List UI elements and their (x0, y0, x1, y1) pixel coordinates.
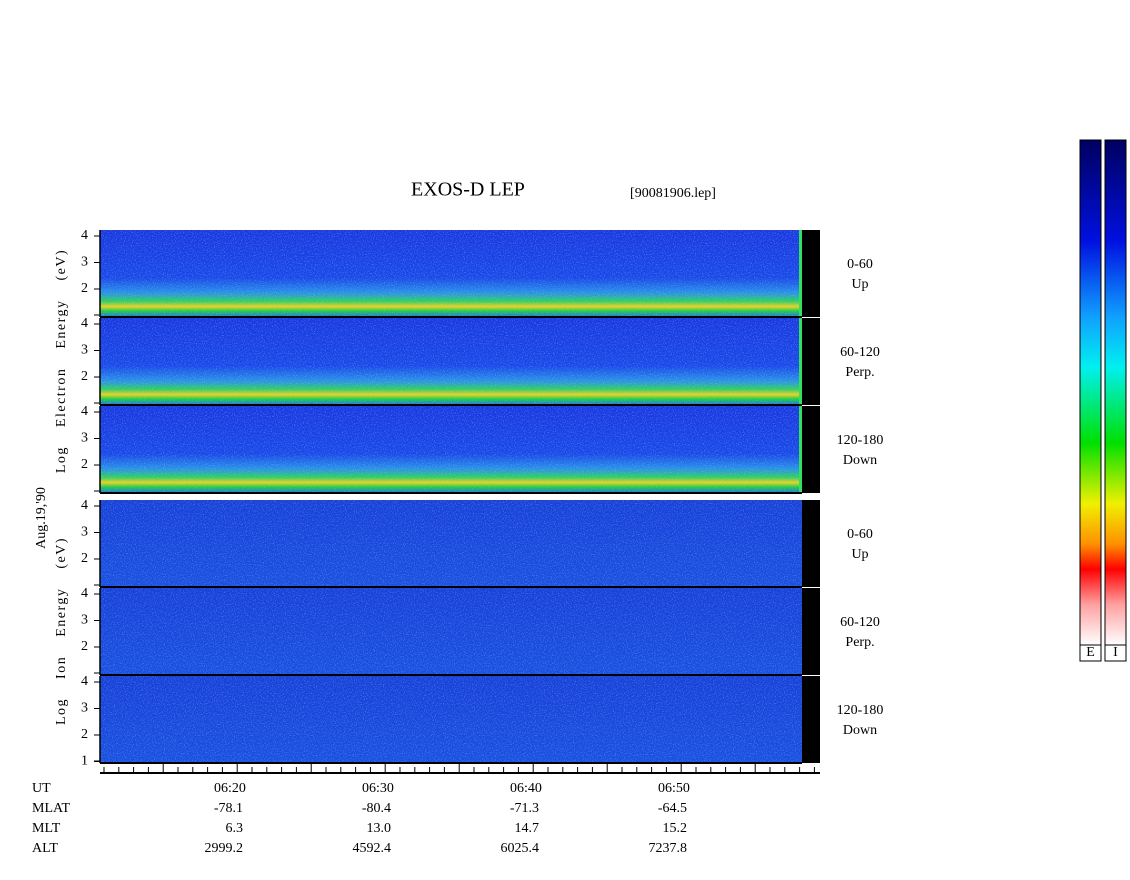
ephemeris-label: MLAT (32, 801, 71, 816)
ephemeris-value: -78.1 (214, 801, 243, 816)
data-gap (802, 318, 820, 405)
y-tick-label: 4 (81, 316, 88, 331)
edge-band (799, 230, 802, 317)
y-tick-label: 2 (81, 457, 88, 472)
channel-direction: Down (843, 723, 877, 738)
ephemeris-value: 06:30 (362, 781, 394, 796)
y-tick-label: 3 (81, 255, 88, 270)
y-tick-label: 2 (81, 727, 88, 742)
y-tick-label: 2 (81, 281, 88, 296)
channel-range: 60-120 (840, 615, 880, 630)
channel-direction: Perp. (845, 365, 874, 380)
edge-band (799, 406, 802, 493)
ephemeris-value: 06:40 (510, 781, 542, 796)
channel-direction: Perp. (845, 635, 874, 650)
ephemeris-value: 2999.2 (205, 841, 244, 856)
time-ticks (103, 764, 815, 773)
ephemeris-value: 06:20 (214, 781, 246, 796)
colorbar (1079, 139, 1102, 646)
ephemeris-value: 15.2 (663, 821, 688, 836)
ephemeris-value: -71.3 (510, 801, 539, 816)
spectrogram-noise (100, 676, 802, 763)
channel-direction: Up (851, 547, 868, 562)
y-tick-label: 4 (81, 586, 88, 601)
panels: 4 3 2 0-60 Up 4 3 2 60-120 Perp. 4 3 2 120-180 Down Log… (54, 228, 883, 769)
y-axis-label: Log Electron Energy (eV) (54, 249, 69, 473)
y-tick-label: 3 (81, 613, 88, 628)
y-tick-label: 3 (81, 701, 88, 716)
y-tick-label: 2 (81, 551, 88, 566)
ephemeris-value: 4592.4 (353, 841, 392, 856)
y-tick-label: 3 (81, 525, 88, 540)
date-label: Aug.19,'90 (34, 487, 49, 549)
y-tick-label: 1 (81, 754, 88, 769)
data-gap (802, 500, 820, 587)
channel-range: 120-180 (837, 433, 884, 448)
ephemeris-value: 06:50 (658, 781, 690, 796)
spectrogram-noise (100, 230, 802, 317)
ephemeris-value: 14.7 (515, 821, 540, 836)
ephemeris: UT MLAT MLT ALT 06:20 -78.1 6.3 2999.2 06:30 -80.… (32, 781, 690, 856)
file-name: [90081906.lep] (630, 186, 716, 201)
ephemeris-value: 6025.4 (501, 841, 540, 856)
y-tick-label: 3 (81, 343, 88, 358)
data-gap (802, 588, 820, 675)
spectrogram-noise (100, 406, 802, 493)
channel-range: 120-180 (837, 703, 884, 718)
y-axis-label: Log Ion Energy (eV) (54, 537, 69, 725)
y-tick-label: 4 (81, 674, 88, 689)
data-gap (802, 406, 820, 493)
ephemeris-label: ALT (32, 841, 58, 856)
data-gap (802, 676, 820, 763)
channel-range: 0-60 (847, 257, 873, 272)
channel-direction: Up (851, 277, 868, 292)
spectrogram-noise (100, 588, 802, 675)
channel-direction: Down (843, 453, 877, 468)
channel-range: 0-60 (847, 527, 873, 542)
title: EXOS-D LEP (411, 179, 525, 201)
y-tick-label: 4 (81, 404, 88, 419)
colorbar-label: E (1086, 645, 1095, 660)
colorbar-label: I (1113, 645, 1118, 660)
ephemeris-value: -80.4 (362, 801, 391, 816)
colorbar-label-box (1079, 644, 1102, 662)
y-tick-label: 2 (81, 639, 88, 654)
spectrogram-noise (100, 500, 802, 587)
y-tick-label: 3 (81, 431, 88, 446)
colorbars: E I (1079, 139, 1127, 662)
ephemeris-value: 6.3 (226, 821, 244, 836)
ephemeris-label: UT (32, 781, 51, 796)
data-gap (802, 230, 820, 317)
edge-band (799, 318, 802, 405)
y-tick-label: 4 (81, 498, 88, 513)
channel-range: 60-120 (840, 345, 880, 360)
colorbar-label-box (1104, 644, 1127, 662)
ephemeris-value: 13.0 (367, 821, 392, 836)
ephemeris-value: 7237.8 (649, 841, 688, 856)
y-tick-label: 4 (81, 228, 88, 243)
spectrogram-noise (100, 318, 802, 405)
y-tick-label: 2 (81, 369, 88, 384)
ephemeris-value: -64.5 (658, 801, 687, 816)
ephemeris-label: MLT (32, 821, 61, 836)
colorbar (1104, 139, 1127, 646)
